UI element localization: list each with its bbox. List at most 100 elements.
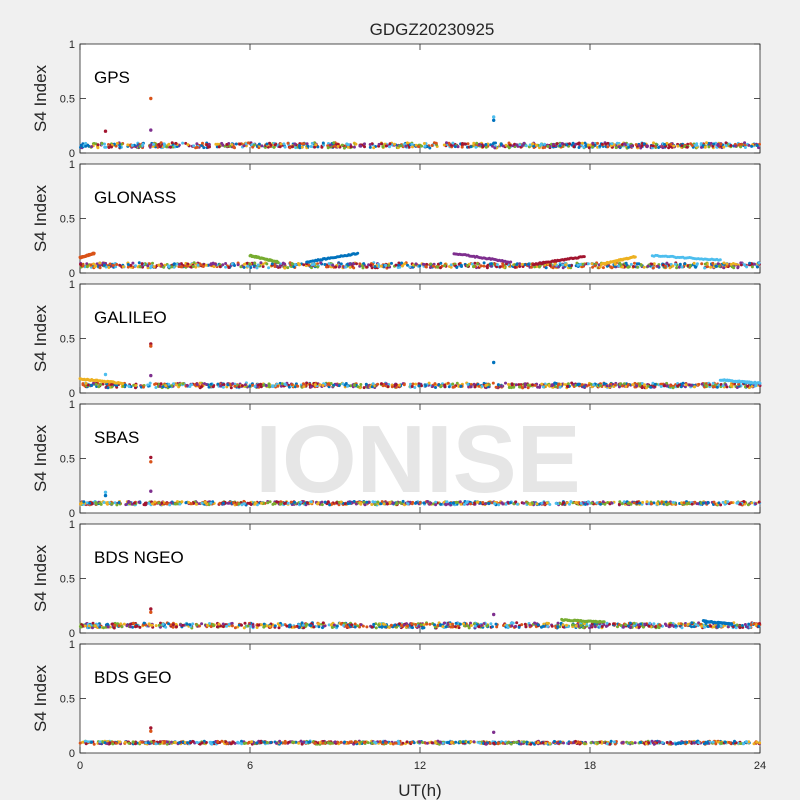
data-point <box>84 381 88 385</box>
data-point <box>757 500 761 504</box>
data-point <box>348 265 352 269</box>
data-point <box>88 501 92 505</box>
data-point <box>153 500 157 504</box>
data-point <box>391 501 395 505</box>
data-point <box>438 266 442 270</box>
data-point <box>620 384 624 388</box>
data-point <box>423 144 427 148</box>
data-point <box>533 621 537 625</box>
data-point <box>373 500 377 504</box>
data-point <box>217 622 221 626</box>
data-point <box>589 624 593 628</box>
data-point <box>372 146 376 150</box>
data-point <box>613 262 617 266</box>
data-point <box>445 141 448 145</box>
data-point <box>551 142 555 146</box>
spike-point <box>149 128 153 132</box>
data-point <box>509 621 513 625</box>
data-point <box>708 383 712 387</box>
data-point <box>466 382 470 386</box>
data-point <box>94 382 98 386</box>
data-point <box>355 262 358 266</box>
data-point <box>493 502 497 506</box>
data-point <box>134 264 137 268</box>
data-point <box>246 501 250 505</box>
panel-axes-box <box>79 523 761 634</box>
data-point <box>352 266 356 270</box>
data-point <box>123 383 127 387</box>
data-point <box>656 264 660 268</box>
data-point <box>142 621 146 625</box>
data-point <box>583 141 587 145</box>
data-point <box>285 624 289 628</box>
data-point <box>96 623 100 627</box>
data-point <box>265 262 269 266</box>
data-point <box>242 144 246 148</box>
data-point <box>107 146 111 149</box>
data-point <box>250 143 254 147</box>
data-point <box>475 500 479 504</box>
data-point <box>424 384 428 388</box>
data-point <box>321 141 325 145</box>
data-points <box>79 455 762 507</box>
data-point <box>528 623 532 627</box>
data-point <box>352 262 356 266</box>
data-point <box>703 262 707 266</box>
data-point <box>208 622 211 625</box>
data-point <box>574 624 578 628</box>
data-point <box>541 146 545 150</box>
data-point <box>112 626 116 630</box>
data-point <box>517 625 521 629</box>
data-point <box>624 385 628 389</box>
data-point <box>113 623 117 627</box>
data-point <box>181 141 185 145</box>
data-point <box>386 385 390 389</box>
data-point <box>577 146 581 149</box>
data-point <box>659 382 663 386</box>
data-point <box>477 143 481 147</box>
data-point <box>725 385 729 389</box>
data-point <box>668 623 672 627</box>
data-point <box>326 500 330 504</box>
data-point <box>380 500 384 504</box>
spike-point <box>492 360 496 365</box>
data-point <box>175 262 179 266</box>
spike-point <box>103 372 108 377</box>
data-point <box>442 143 446 147</box>
data-point <box>400 624 403 628</box>
data-point <box>590 501 594 505</box>
data-point <box>286 266 290 270</box>
data-point <box>151 502 154 506</box>
data-point <box>690 621 694 625</box>
data-point <box>102 263 106 267</box>
data-point <box>560 142 564 145</box>
data-point <box>501 263 505 267</box>
data-point <box>91 621 95 625</box>
data-point <box>663 143 666 146</box>
data-point <box>680 265 684 269</box>
data-point <box>317 625 321 629</box>
data-point <box>224 265 228 269</box>
data-point <box>384 625 387 629</box>
data-point <box>541 385 545 389</box>
data-point <box>207 142 211 146</box>
data-point <box>444 625 448 629</box>
data-point <box>657 146 661 149</box>
y-tick-label: 0 <box>69 388 75 400</box>
data-point <box>443 621 447 625</box>
data-point <box>165 502 169 506</box>
data-point <box>721 500 725 504</box>
data-point <box>230 262 234 266</box>
data-point <box>491 142 495 146</box>
data-point <box>465 264 469 267</box>
data-point <box>692 261 696 265</box>
data-point <box>154 624 158 628</box>
data-point <box>305 622 309 626</box>
data-point <box>612 622 616 626</box>
data-point <box>305 381 309 385</box>
data-point <box>344 265 348 269</box>
data-point <box>615 141 619 145</box>
data-point <box>624 261 628 265</box>
data-point <box>668 145 672 149</box>
data-point <box>439 261 443 265</box>
